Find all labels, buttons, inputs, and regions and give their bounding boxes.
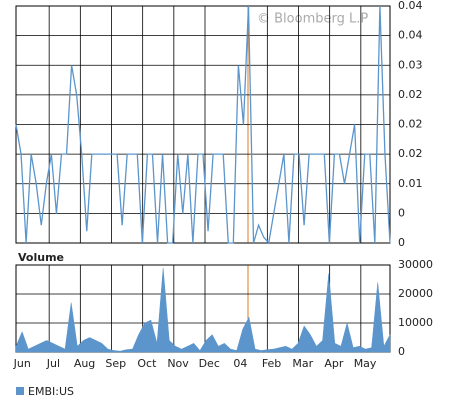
price-line [15, 5, 391, 245]
y-tick-label: 0.02 [398, 88, 423, 101]
y-tick-label: 0.04 [398, 0, 423, 12]
x-tick-label: Feb [262, 357, 281, 370]
volume-title: Volume [18, 251, 64, 264]
watermark: © Bloomberg L.P [257, 12, 368, 27]
y-tick-label: 0.01 [398, 177, 423, 190]
legend-label: EMBI:US [28, 385, 74, 398]
x-tick-label: Apr [324, 357, 344, 370]
y-tick-label: 0.02 [398, 147, 423, 160]
y-tick-label: 0 [398, 236, 405, 249]
y-tick-label: 0 [398, 345, 405, 358]
x-tick-label: May [354, 357, 377, 370]
x-tick-label: Jun [13, 357, 31, 370]
x-tick-label: Nov [167, 357, 189, 370]
y-tick-label: 10000 [398, 316, 433, 329]
legend-swatch [16, 387, 24, 395]
x-tick-label: Sep [105, 357, 126, 370]
x-tick-label: Aug [74, 357, 95, 370]
x-tick-label: Mar [292, 357, 313, 370]
y-tick-label: 20000 [398, 287, 433, 300]
y-tick-label: 30000 [398, 258, 433, 271]
x-tick-label: 04 [233, 357, 247, 370]
y-tick-label: 0 [398, 206, 405, 219]
x-tick-label: Oct [137, 357, 157, 370]
x-tick-label: Dec [199, 357, 220, 370]
volume-area [15, 267, 391, 353]
x-tick-label: Jul [46, 357, 60, 370]
y-tick-label: 0.03 [398, 58, 423, 71]
y-tick-label: 0.02 [398, 118, 423, 131]
y-tick-label: 0.04 [398, 29, 423, 42]
